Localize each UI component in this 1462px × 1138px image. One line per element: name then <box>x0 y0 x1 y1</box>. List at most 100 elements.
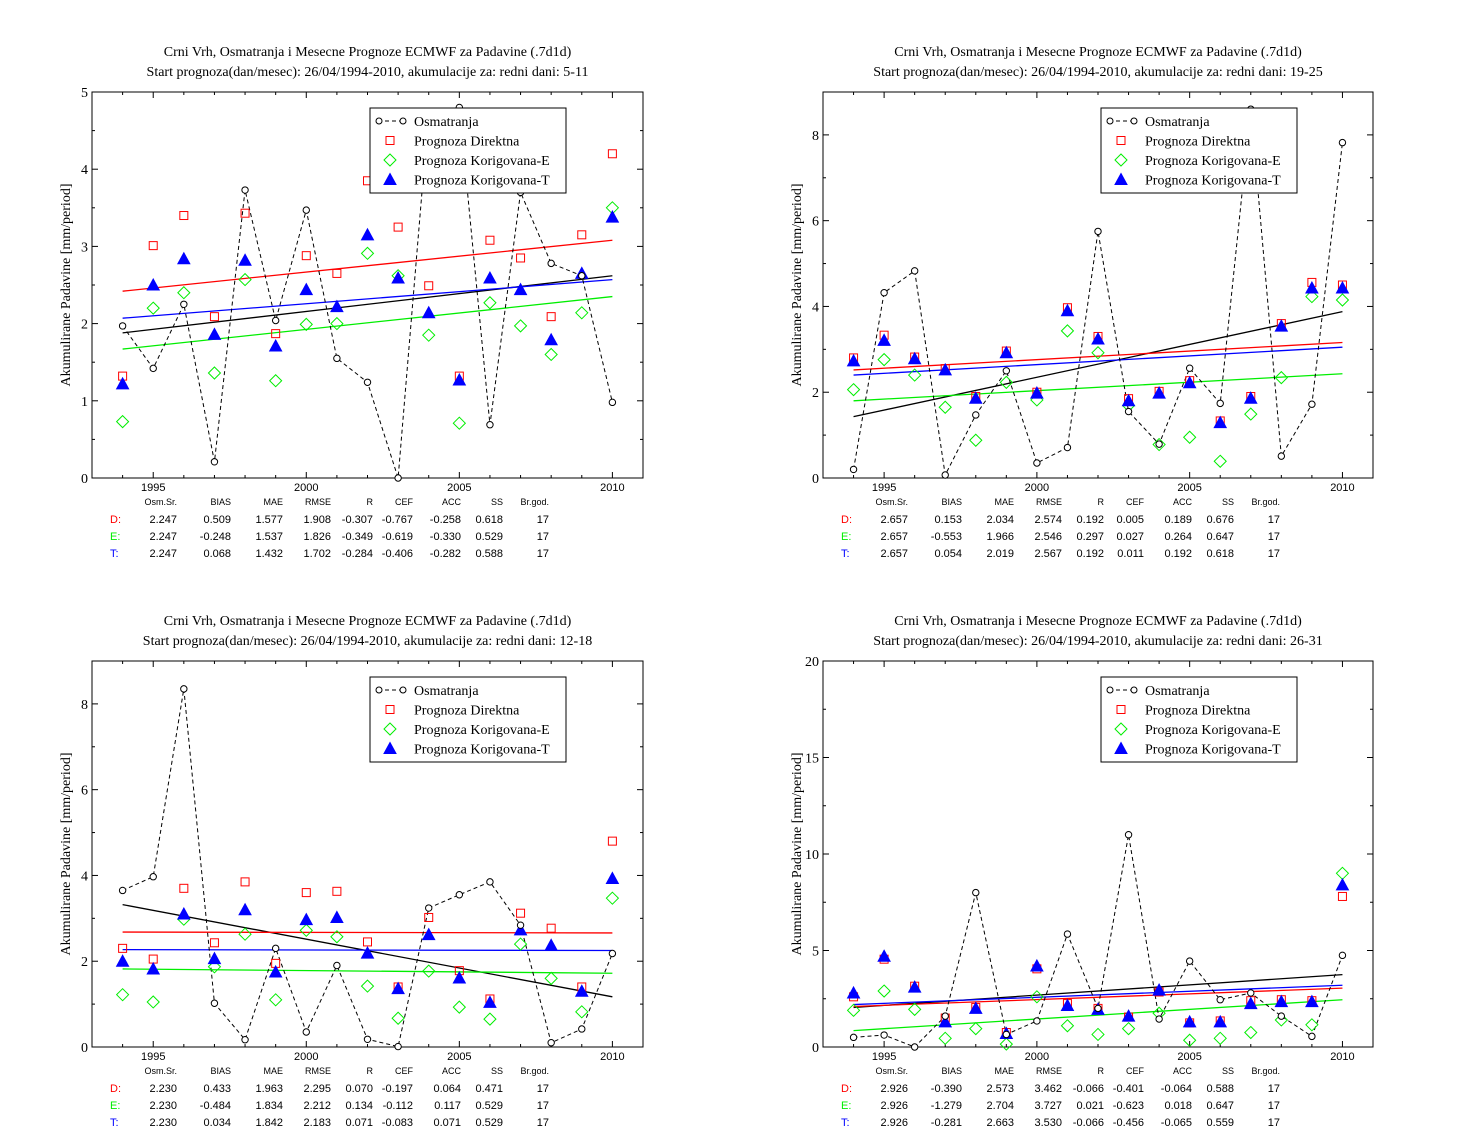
point-korigovana-e <box>1060 324 1075 338</box>
stats-value: 0.471 <box>475 1083 503 1095</box>
point-korigovana-e <box>1244 407 1258 421</box>
point-korigovana-t <box>1274 994 1289 1008</box>
point-korigovana-e <box>1152 437 1166 452</box>
point-korigovana-t <box>605 210 620 223</box>
stats-value: 0.070 <box>345 1083 373 1095</box>
point-korigovana-t <box>146 277 161 291</box>
point-korigovana-e <box>115 414 130 429</box>
point-observed <box>1338 138 1347 147</box>
point-direct <box>240 208 250 218</box>
stats-header: BIAS <box>210 497 231 507</box>
stats-value: 1.908 <box>303 514 331 526</box>
stats-value: -0.066 <box>1073 1083 1104 1095</box>
stats-value: 0.588 <box>475 548 503 560</box>
stats-header: R <box>1098 497 1105 507</box>
legend-label: Prognoza Korigovana-E <box>1145 723 1281 738</box>
stats-value: -0.349 <box>342 531 373 543</box>
legend-label: Prognoza Korigovana-T <box>1145 174 1281 189</box>
point-korigovana-t <box>877 949 891 962</box>
stats-header: RMSE <box>305 497 331 507</box>
stats-value: 0.647 <box>1206 1100 1234 1112</box>
point-direct <box>332 268 342 278</box>
stats-value: 0.192 <box>1164 548 1192 560</box>
y-tick-label: 10 <box>805 848 819 863</box>
stats-header: RMSE <box>1036 497 1062 507</box>
point-korigovana-t <box>1305 994 1319 1008</box>
chart-title: Crni Vrh, Osmatranja i Mesecne Prognoze … <box>164 614 572 629</box>
point-observed <box>1033 459 1041 467</box>
stats-header: R <box>367 1066 374 1076</box>
stats-value: 0.676 <box>1206 514 1234 526</box>
stats-row-label: T: <box>841 1117 850 1129</box>
legend-marker-observed <box>399 117 407 125</box>
trend-line-direct <box>853 341 1343 371</box>
y-tick-label: 8 <box>812 129 819 144</box>
point-direct <box>1337 891 1347 901</box>
stats-value: 0.021 <box>1076 1100 1104 1112</box>
y-tick-label: 5 <box>812 945 819 960</box>
stats-value: 0.529 <box>475 1117 503 1129</box>
point-korigovana-t <box>1182 375 1197 389</box>
point-observed <box>578 272 586 280</box>
point-direct <box>240 877 250 887</box>
stats-value: 2.247 <box>149 514 177 526</box>
y-tick-label: 2 <box>81 955 88 970</box>
stats-header: ACC <box>1173 497 1193 507</box>
point-korigovana-e <box>391 1011 405 1025</box>
y-tick-label: 20 <box>805 655 819 670</box>
stats-value: 2.230 <box>149 1117 177 1129</box>
stats-value: 1.577 <box>255 514 283 526</box>
x-tick-label: 1995 <box>141 482 165 494</box>
legend-marker-observed <box>375 117 383 125</box>
stats-row-label: E: <box>841 531 851 543</box>
point-direct <box>485 235 495 245</box>
point-observed <box>1002 1030 1011 1039</box>
point-korigovana-e <box>1335 866 1350 881</box>
stats-value: -0.282 <box>430 548 461 560</box>
stats-value: 17 <box>537 514 549 526</box>
stats-header: MAE <box>994 497 1014 507</box>
chart-panel-2: Crni Vrh, Osmatranja i Mesecne Prognoze … <box>790 45 1374 560</box>
chart-subtitle: Start prognoza(dan/mesec): 26/04/1994-20… <box>873 634 1322 649</box>
stats-header: Osm.Sr. <box>144 497 177 507</box>
stats-value: 0.618 <box>475 514 503 526</box>
point-observed <box>149 873 157 881</box>
point-observed <box>547 259 555 268</box>
stats-value: 17 <box>1268 1083 1280 1095</box>
stats-value: 0.071 <box>345 1117 373 1129</box>
point-korigovana-e <box>1091 346 1105 360</box>
point-observed <box>271 316 280 325</box>
point-observed <box>302 206 310 214</box>
x-tick-label: 2005 <box>1177 482 1201 494</box>
trend-line-obs <box>853 310 1343 418</box>
point-direct <box>148 954 158 964</box>
point-direct <box>332 886 342 896</box>
point-direct <box>424 281 434 291</box>
point-direct <box>271 329 281 339</box>
point-korigovana-e <box>938 400 952 414</box>
trend-line-corrE <box>122 968 613 974</box>
legend-marker-observed <box>375 686 383 694</box>
legend-label: Prognoza Direktna <box>414 704 520 719</box>
y-tick-label: 0 <box>81 1041 88 1056</box>
point-observed <box>394 1042 402 1051</box>
stats-value: 0.071 <box>433 1117 461 1129</box>
stats-value: -0.623 <box>1113 1100 1144 1112</box>
legend-label: Prognoza Korigovana-T <box>414 743 550 758</box>
point-observed <box>180 685 188 693</box>
x-tick-label: 2000 <box>294 1051 318 1063</box>
legend-marker-direct <box>385 136 395 145</box>
stats-value: 1.963 <box>255 1083 283 1095</box>
point-observed <box>516 921 525 929</box>
point-korigovana-t <box>1121 393 1136 407</box>
point-korigovana-t <box>238 902 252 916</box>
point-observed <box>1155 1015 1163 1023</box>
trend-line-obs <box>122 275 613 334</box>
point-korigovana-e <box>238 927 252 941</box>
point-korigovana-t <box>330 910 344 923</box>
observed-line <box>853 109 1343 477</box>
legend-marker-observed <box>399 686 407 694</box>
point-korigovana-e <box>330 930 344 944</box>
point-korigovana-e <box>575 306 589 320</box>
x-tick-label: 2010 <box>600 482 624 494</box>
